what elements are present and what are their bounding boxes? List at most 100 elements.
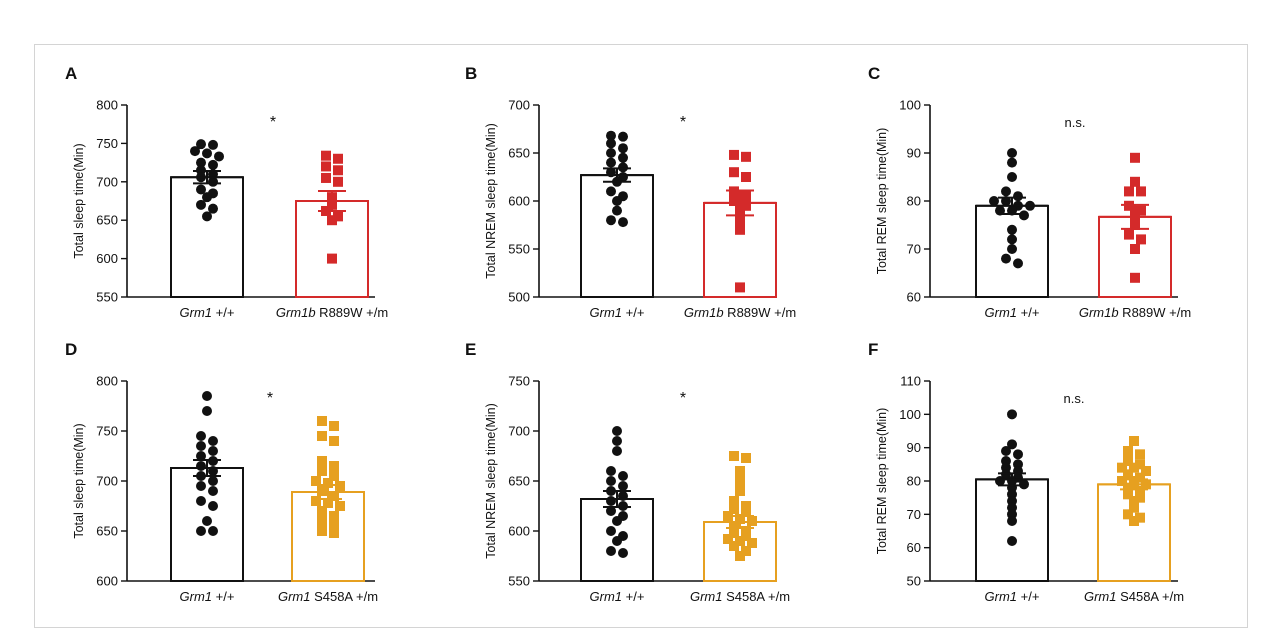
data-point — [606, 186, 616, 197]
data-point — [1007, 516, 1017, 526]
genotype: R889W +/m — [316, 305, 389, 320]
y-tick-label: 700 — [508, 98, 530, 113]
data-point — [1019, 479, 1029, 490]
data-point — [1130, 176, 1140, 187]
data-point — [1136, 205, 1146, 216]
y-tick-label: 60 — [907, 290, 921, 305]
data-point — [1136, 234, 1146, 245]
panel-b: B 500 550 600 650 700 Total NREM sleep time(Mi… — [465, 64, 796, 320]
data-point — [208, 446, 218, 456]
data-point — [1129, 516, 1139, 526]
genotype: S458A +/m — [1116, 589, 1184, 604]
data-point — [1130, 244, 1140, 254]
data-point — [202, 406, 212, 416]
genotype: +/+ — [212, 589, 234, 604]
data-point — [612, 536, 622, 546]
data-point — [1117, 476, 1127, 486]
data-point — [735, 551, 745, 561]
data-point — [311, 476, 321, 486]
genotype: +/+ — [212, 305, 234, 320]
data-point — [208, 476, 218, 486]
data-point — [333, 176, 343, 187]
data-point — [1135, 449, 1145, 460]
data-point — [329, 491, 339, 501]
panel-f: F 50 60 70 80 90 100 110 Total REM sleep time(Mi… — [868, 340, 1184, 604]
panel-letter: F — [868, 340, 878, 359]
y-tick-label: 100 — [899, 98, 921, 113]
data-point — [208, 486, 218, 496]
significance-annotation: * — [270, 114, 276, 131]
data-point — [729, 196, 739, 206]
data-point — [208, 176, 218, 187]
data-point — [606, 215, 616, 226]
gene-name: Grm1 — [278, 589, 311, 604]
data-point — [202, 211, 212, 222]
data-point — [747, 538, 757, 548]
y-tick-label: 750 — [96, 136, 118, 151]
data-point — [1007, 148, 1017, 158]
data-point — [1013, 191, 1023, 202]
data-point — [618, 131, 628, 142]
data-point — [208, 501, 218, 511]
category-label: Grm1 +/+ — [985, 589, 1040, 604]
data-point — [208, 436, 218, 446]
gene-name: Grm1 — [590, 589, 623, 604]
data-point — [612, 516, 622, 526]
category-label: Grm1b R889W +/m — [684, 305, 796, 320]
data-point — [618, 143, 628, 154]
y-tick-label: 650 — [508, 146, 530, 161]
data-point — [729, 451, 739, 461]
gene-name: Grm1b — [1079, 305, 1119, 320]
gene-name: Grm1 — [690, 589, 723, 604]
y-tick-label: 60 — [907, 540, 921, 555]
data-point — [317, 506, 327, 516]
genotype: R889W +/m — [724, 305, 797, 320]
data-point — [196, 199, 206, 210]
data-point — [208, 159, 218, 170]
data-point — [208, 526, 218, 536]
data-point — [735, 486, 745, 496]
data-point — [618, 548, 628, 558]
data-point — [1123, 446, 1133, 456]
data-point — [618, 217, 628, 228]
panel-e: E 550 600 650 700 750 Total NREM sleep time(Mi… — [465, 340, 790, 604]
data-point — [202, 192, 212, 203]
data-point — [333, 153, 343, 164]
data-point — [612, 205, 622, 216]
genotype: S458A +/m — [722, 589, 790, 604]
data-point — [606, 130, 616, 141]
data-point — [1019, 210, 1029, 221]
data-point — [741, 506, 751, 516]
data-point — [202, 391, 212, 401]
y-axis-label: Total sleep time(Min) — [72, 423, 86, 538]
data-point — [329, 471, 339, 481]
y-tick-label: 100 — [899, 407, 921, 422]
data-point — [735, 536, 745, 546]
panel-c: C 60 70 80 90 100 Total REM sleep time(Min) Grm… — [868, 64, 1191, 320]
y-axis-label: Total REM sleep time(Min) — [875, 128, 889, 275]
data-point — [612, 196, 622, 206]
data-point — [618, 471, 628, 481]
panel-letter: B — [465, 64, 477, 83]
data-point — [311, 496, 321, 506]
data-point — [317, 456, 327, 466]
data-point — [735, 224, 745, 235]
data-point — [741, 531, 751, 541]
data-point — [208, 203, 218, 214]
category-label: Grm1 +/+ — [985, 305, 1040, 320]
data-point — [741, 172, 751, 182]
y-axis-label: Total NREM sleep time(Min) — [484, 123, 498, 279]
data-point — [618, 481, 628, 491]
data-point — [202, 148, 212, 159]
data-point — [317, 526, 327, 536]
significance-annotation: n.s. — [1065, 115, 1086, 130]
data-point — [1135, 472, 1145, 483]
y-tick-label: 800 — [96, 98, 118, 113]
data-point — [196, 526, 206, 536]
gene-name: Grm1b — [684, 305, 724, 320]
data-point — [735, 466, 745, 476]
gene-name: Grm1 — [985, 305, 1018, 320]
data-point — [208, 139, 218, 150]
figure-frame: A 550 600 650 700 750 800 Total sleep time(Min)… — [34, 44, 1248, 628]
gene-name: Grm1b — [276, 305, 316, 320]
